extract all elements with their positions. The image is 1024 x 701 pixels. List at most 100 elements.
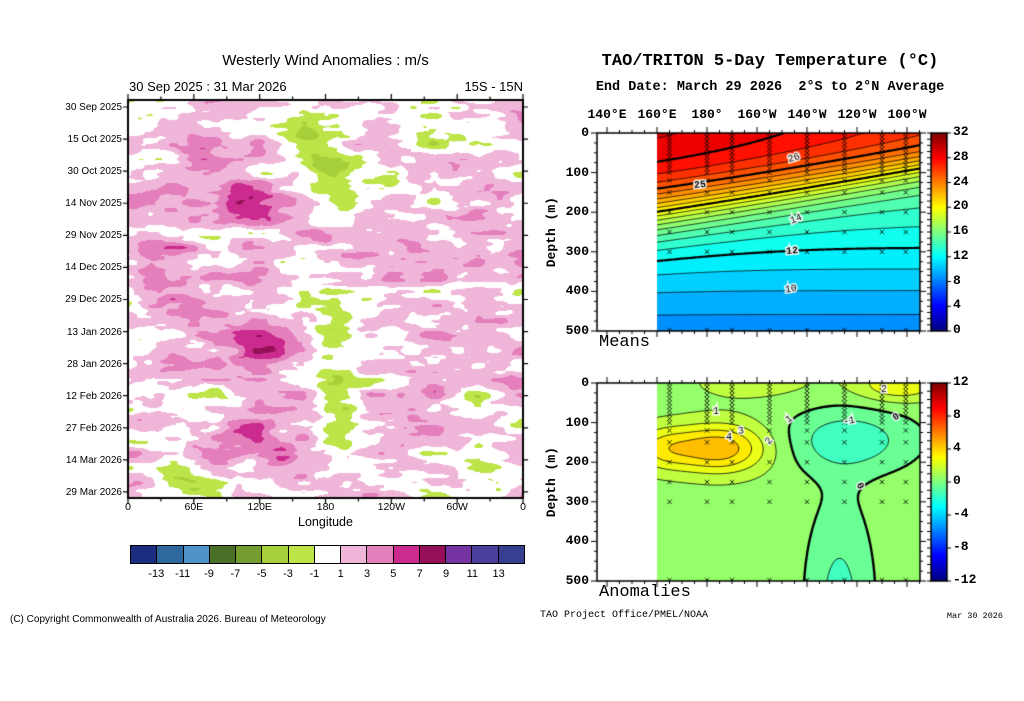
- wind-date-tick-label: 27 Feb 2026: [65, 422, 122, 434]
- wind-date-tick-label: 14 Dec 2025: [65, 262, 122, 274]
- wind-colorbar-tick-label: 1: [337, 568, 344, 580]
- wind-colorbar-tick-label: -11: [175, 568, 191, 580]
- anomalies-depth-tick-label: 400: [565, 533, 589, 549]
- tao-longitude-tick-label: 120°W: [837, 107, 877, 122]
- means-colorbar-tick-label: 4: [953, 297, 961, 313]
- wind-date-tick-label: 29 Mar 2026: [65, 486, 122, 498]
- means-depth-tick-label: 500: [565, 323, 589, 338]
- wind-colorbar-segment: [182, 545, 210, 564]
- wind-colorbar-segment: [208, 545, 237, 564]
- wind-date-tick-label: 29 Dec 2025: [65, 294, 122, 306]
- means-colorbar-tick-label: 24: [953, 173, 969, 189]
- wind-colorbar-segment: [261, 545, 289, 564]
- tao-footer-credit: TAO Project Office/PMEL/NOAA: [540, 610, 709, 621]
- wind-colorbar-tick-label: 13: [492, 568, 505, 580]
- wind-colorbar-tick-label: 9: [442, 568, 450, 580]
- means-depth-tick-label: 100: [565, 164, 589, 180]
- tao-longitude-tick-label: 100°W: [887, 107, 927, 122]
- wind-date-tick-label: 14 Nov 2025: [65, 198, 122, 210]
- wind-colorbar-segment: [340, 545, 368, 564]
- means-depth-tick-label: 400: [565, 283, 589, 299]
- anomalies-colorbar-tick-label: 0: [953, 473, 961, 488]
- wind-x-tick-label: 0: [520, 501, 526, 513]
- anomalies-colorbar-tick-label: -8: [953, 539, 969, 554]
- wind-colorbar-segment: [471, 545, 499, 564]
- bom-copyright: (C) Copyright Commonwealth of Australia …: [10, 614, 326, 625]
- tao-longitude-tick-label: 160°E: [637, 107, 677, 122]
- means-colorbar-tick-label: 12: [953, 247, 969, 263]
- anomalies-colorbar-tick-label: -4: [953, 506, 969, 521]
- wind-date-tick-label: 15 Oct 2025: [67, 134, 122, 146]
- tao-longitude-tick-label: 160°W: [737, 107, 777, 122]
- wind-x-tick-label: 120E: [247, 501, 272, 513]
- wind-x-tick-label: 60E: [184, 501, 204, 513]
- anomalies-depth-tick-label: 500: [565, 573, 589, 588]
- anomalies-colorbar-tick-label: 12: [953, 374, 969, 389]
- anomalies-colorbar-tick-label: -12: [953, 572, 977, 587]
- wind-x-tick-label: 0: [125, 501, 131, 513]
- tao-longitude-tick-label: 180°: [691, 107, 723, 122]
- wind-x-tick-label: 120W: [377, 501, 406, 513]
- anomalies-depth-tick-label: 0: [581, 375, 589, 390]
- means-colorbar-tick-label: 32: [953, 124, 969, 139]
- anomalies-colorbar-tick-label: 8: [953, 407, 961, 422]
- wind-colorbar-tick-label: -5: [256, 568, 267, 580]
- wind-date-tick-label: 14 Mar 2026: [65, 454, 122, 466]
- wind-colorbar-segment: [418, 545, 447, 564]
- wind-date-tick-label: 29 Nov 2025: [65, 230, 122, 242]
- wind-colorbar-tick-label: -9: [204, 568, 214, 580]
- wind-colorbar-tick-label: -13: [148, 568, 165, 580]
- wind-colorbar: [130, 545, 525, 564]
- wind-colorbar-segment: [156, 545, 184, 564]
- tao-chart-subtitle: End Date: March 29 2026 2°S to 2°N Avera…: [595, 80, 945, 95]
- wind-chart-latitude-band: 15S - 15N: [464, 79, 523, 94]
- means-colorbar-tick-label: 20: [953, 198, 969, 214]
- tao-chart-title: TAO/TRITON 5-Day Temperature (°C): [601, 52, 939, 71]
- wind-colorbar-segment: [445, 545, 473, 564]
- wind-date-tick-label: 28 Jan 2026: [66, 358, 122, 370]
- anomalies-depth-tick-label: 100: [565, 414, 589, 430]
- anomalies-colorbar-tick-label: 4: [953, 440, 961, 455]
- wind-colorbar-tick-label: 11: [466, 568, 479, 580]
- temperature-anomalies-contour-plot: [597, 383, 920, 581]
- wind-x-tick-label: 180: [316, 501, 335, 513]
- wind-date-tick-label: 30 Oct 2025: [67, 166, 122, 178]
- means-colorbar-tick-label: 8: [953, 272, 961, 288]
- wind-date-tick-label: 13 Jan 2026: [66, 326, 122, 338]
- wind-colorbar-segment: [287, 545, 315, 564]
- wind-colorbar-tick-label: -3: [283, 568, 293, 580]
- means-colorbar-tick-label: 0: [953, 322, 961, 337]
- wind-x-axis-label: Longitude: [298, 515, 353, 529]
- wind-date-tick-label: 30 Sep 2025: [65, 102, 122, 113]
- wind-colorbar-segment: [130, 545, 158, 564]
- means-colorbar-tick-label: 28: [953, 148, 969, 164]
- wind-colorbar-segment: [366, 545, 394, 564]
- wind-x-tick-label: 60W: [446, 501, 468, 513]
- tao-footer-date: Mar 30 2026: [946, 611, 1003, 621]
- wind-chart-title: Westerly Wind Anomalies : m/s: [222, 52, 429, 69]
- wind-colorbar-segment: [313, 545, 342, 564]
- means-depth-tick-label: 0: [581, 125, 589, 140]
- wind-colorbar-tick-label: -1: [309, 568, 320, 580]
- wind-anomaly-heatmap: [128, 100, 523, 498]
- means-depth-tick-label: 200: [565, 204, 589, 220]
- wind-colorbar-tick-label: 7: [416, 568, 423, 580]
- wind-colorbar-segment: [392, 545, 420, 564]
- wind-chart-date-range: 30 Sep 2025 : 31 Mar 2026: [129, 79, 287, 94]
- wind-colorbar-tick-label: -7: [230, 568, 241, 580]
- wind-colorbar-segment: [235, 545, 263, 564]
- tao-longitude-tick-label: 140°E: [587, 107, 627, 122]
- means-plot-label: Means: [599, 333, 651, 352]
- wind-colorbar-segment: [497, 545, 525, 564]
- anomalies-plot-label: Anomalies: [599, 583, 691, 602]
- means-colorbar-tick-label: 16: [953, 223, 969, 238]
- temperature-means-contour-plot: [597, 133, 920, 331]
- tao-longitude-tick-label: 140°W: [787, 107, 827, 122]
- means-colorbar: [931, 133, 947, 331]
- wind-colorbar-tick-label: 3: [363, 568, 371, 580]
- anomalies-colorbar: [931, 383, 947, 581]
- means-depth-tick-label: 300: [565, 243, 589, 259]
- anomalies-depth-tick-label: 200: [565, 454, 589, 470]
- anomalies-depth-tick-label: 300: [565, 493, 589, 509]
